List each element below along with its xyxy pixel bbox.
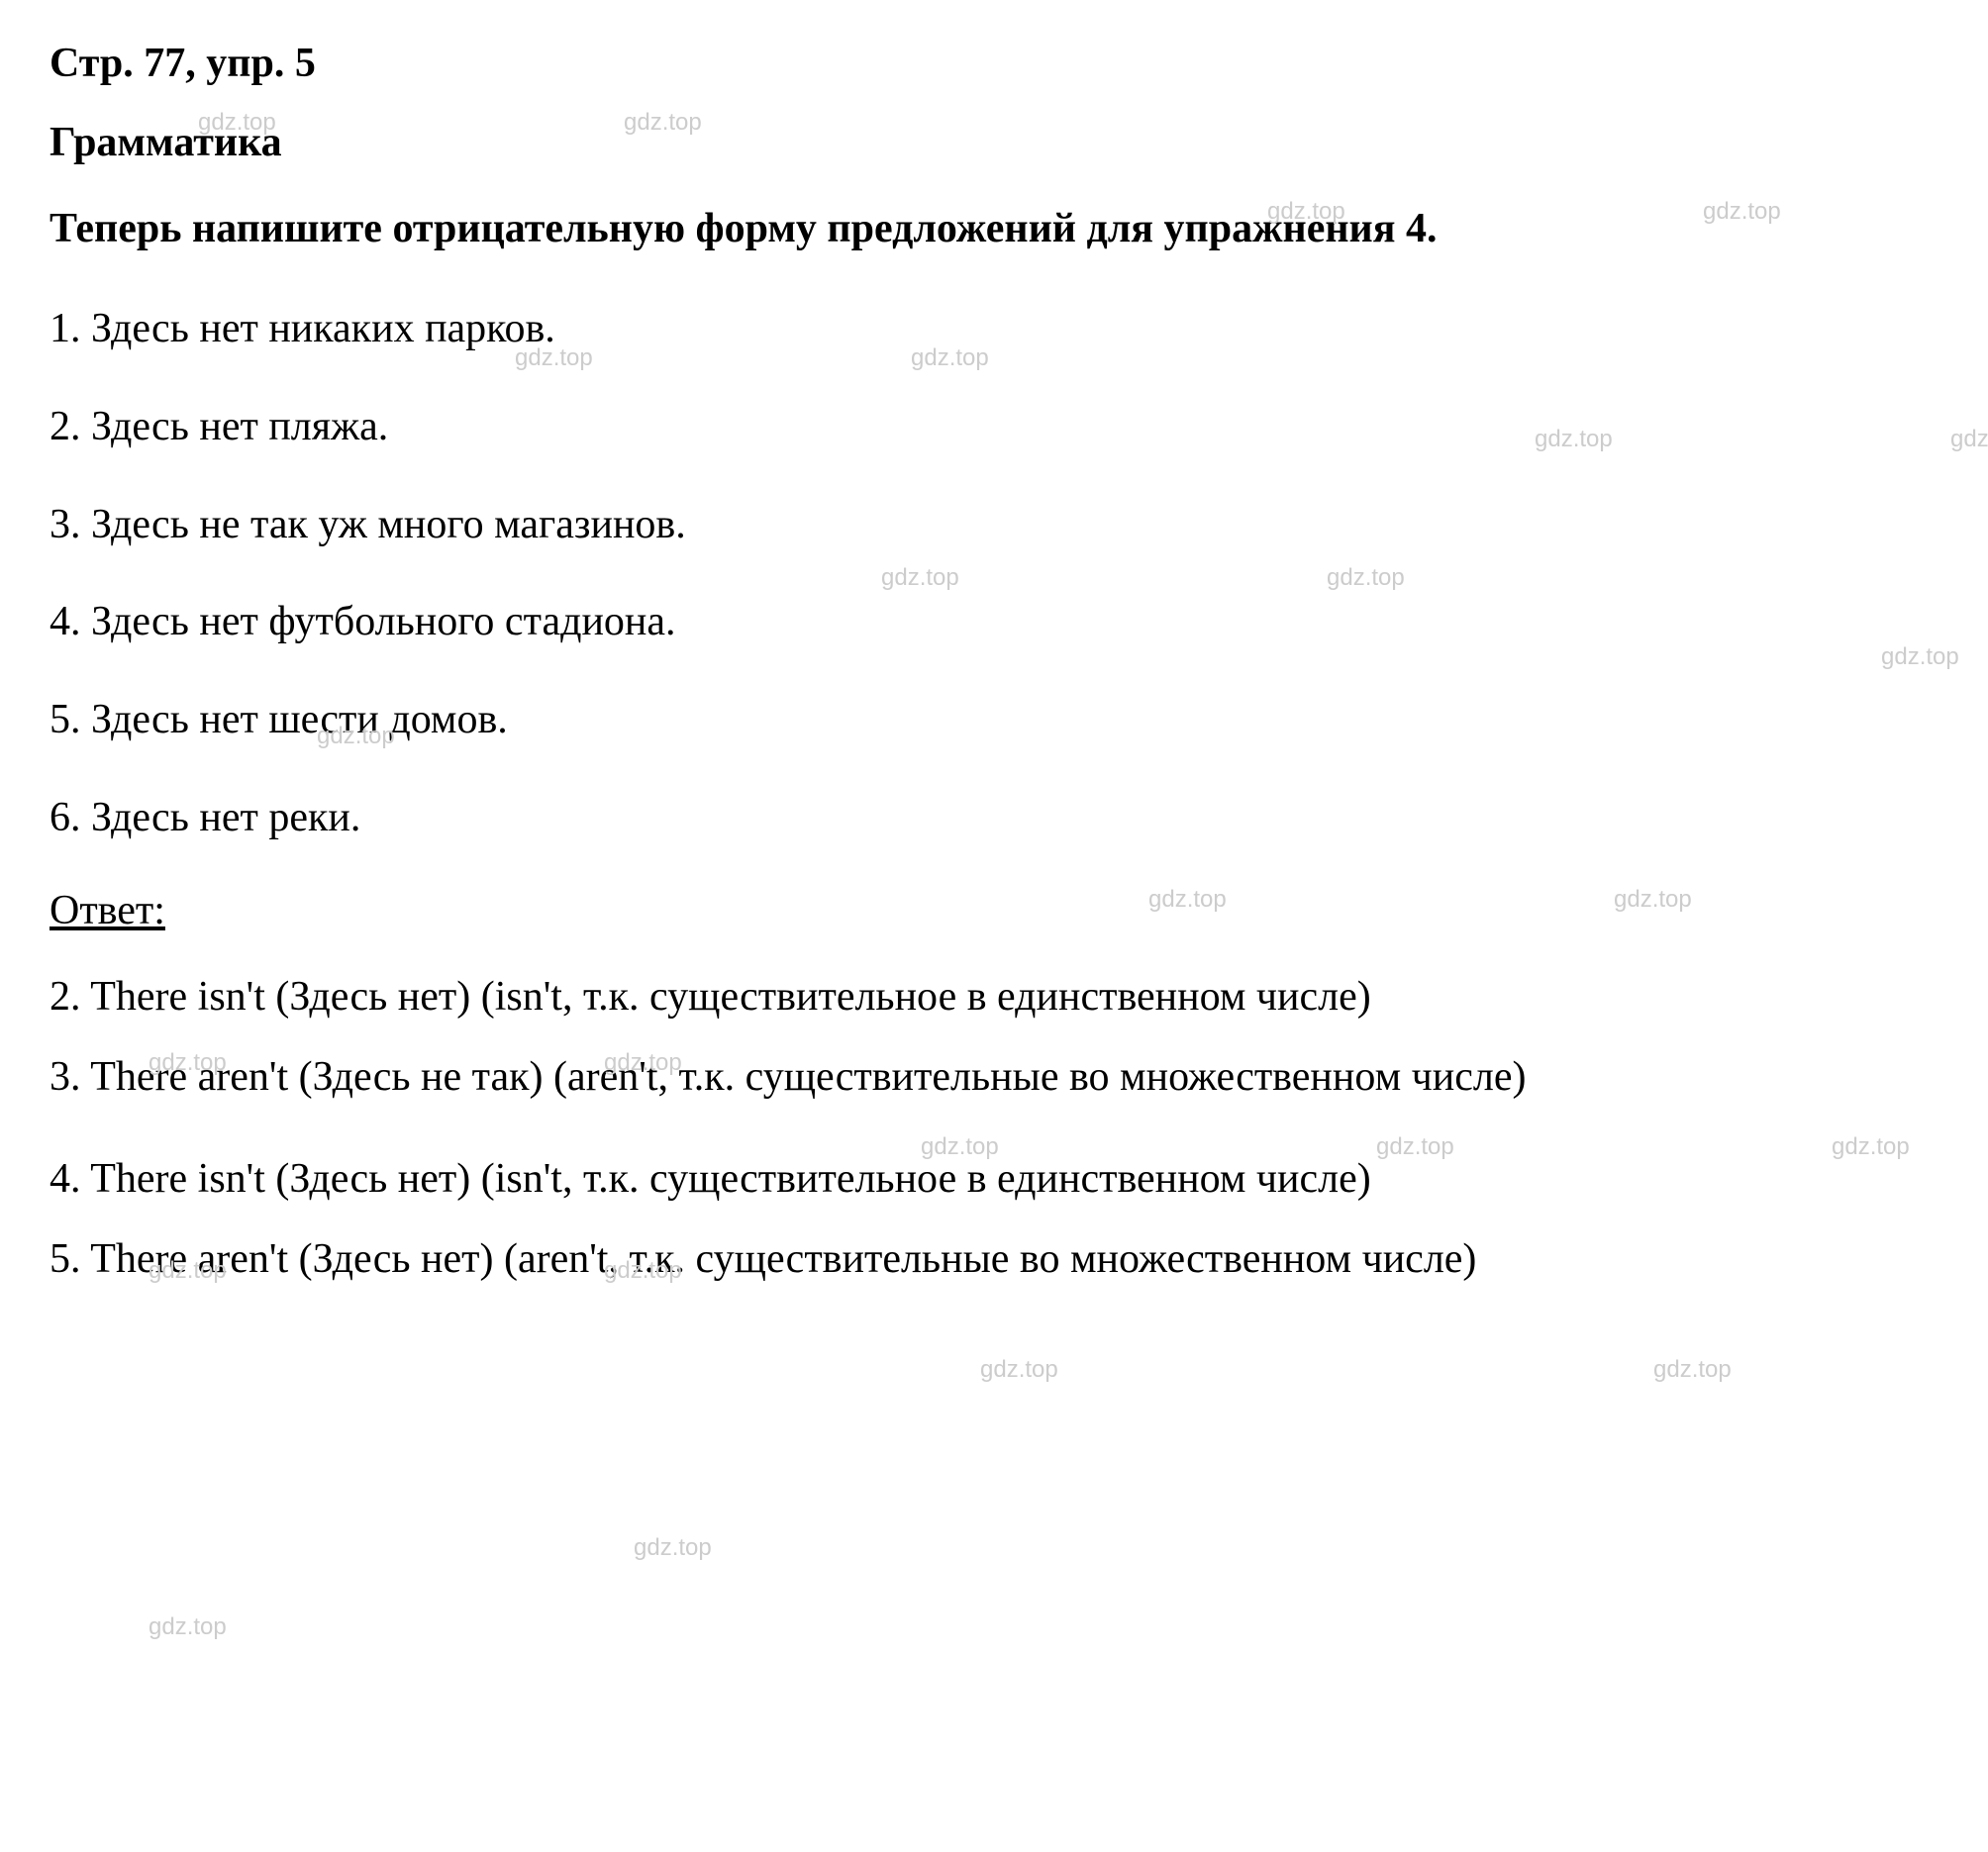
list-item: 3. Здесь не так уж много магазинов. xyxy=(50,496,1938,554)
section-title: Грамматика xyxy=(50,119,1938,166)
watermark-text: gdz.top xyxy=(634,1534,712,1562)
list-item: 1. Здесь нет никаких парков. xyxy=(50,300,1938,358)
answer-label: Ответ: xyxy=(50,887,1938,934)
list-item: 6. Здесь нет реки. xyxy=(50,789,1938,847)
watermark-text: gdz.top xyxy=(149,1613,227,1641)
answer-item: 4. There isn't (Здесь нет) (isn't, т.к. … xyxy=(50,1148,1938,1211)
answer-item: 5. There aren't (Здесь нет) (aren't, т.к… xyxy=(50,1228,1938,1291)
page-reference: Стр. 77, упр. 5 xyxy=(50,40,1938,87)
answer-item: 3. There aren't (Здесь не так) (aren't, … xyxy=(50,1046,1938,1109)
watermark-text: gdz.top xyxy=(881,564,959,592)
instruction-text: Теперь напишите отрицательную форму пред… xyxy=(50,198,1938,260)
content-wrapper: Стр. 77, упр. 5 Грамматика Теперь напиши… xyxy=(50,40,1938,1291)
watermark-text: gdz.top xyxy=(980,1356,1058,1384)
watermark-text: gdz.top xyxy=(1653,1356,1732,1384)
answer-item: 2. There isn't (Здесь нет) (isn't, т.к. … xyxy=(50,966,1938,1028)
watermark-text: gdz.top xyxy=(1950,426,1988,453)
watermark-text: gdz.top xyxy=(1327,564,1405,592)
list-item: 4. Здесь нет футбольного стадиона. xyxy=(50,593,1938,651)
list-item: 2. Здесь нет пляжа. xyxy=(50,398,1938,456)
list-item: 5. Здесь нет шести домов. xyxy=(50,691,1938,749)
